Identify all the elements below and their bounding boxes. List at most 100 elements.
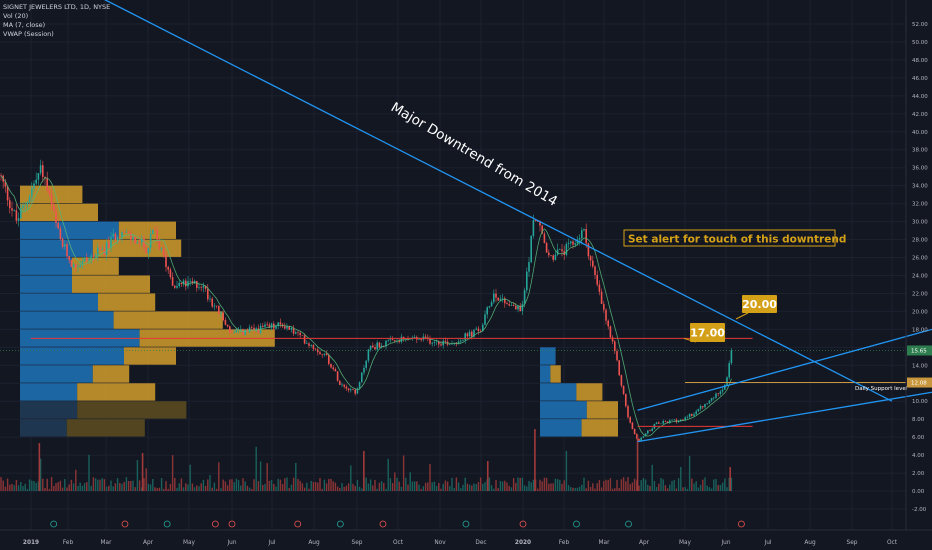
candle-body bbox=[424, 336, 427, 338]
candle-body bbox=[174, 285, 176, 288]
volume-bar bbox=[196, 485, 198, 492]
volume-bar bbox=[693, 483, 695, 492]
volume-bar bbox=[726, 487, 728, 492]
candle-body bbox=[196, 280, 198, 288]
volume-bar bbox=[90, 485, 92, 492]
candle-body bbox=[121, 231, 123, 238]
volume-bar bbox=[86, 482, 88, 492]
current-price-text: 15.65 bbox=[911, 348, 927, 354]
volume-profile-bar-up bbox=[540, 347, 556, 365]
candle-body bbox=[220, 312, 222, 314]
price-tick-label: 26.00 bbox=[912, 256, 928, 262]
candle-body bbox=[521, 303, 524, 312]
candle-body bbox=[108, 242, 110, 248]
candle-body bbox=[39, 165, 42, 174]
event-marker-icon bbox=[163, 520, 171, 528]
candle-body bbox=[24, 204, 26, 206]
candle-body bbox=[314, 348, 317, 350]
volume-bar bbox=[633, 478, 636, 492]
volume-bar bbox=[567, 485, 570, 492]
event-marker-icon bbox=[738, 520, 745, 528]
volume-profile-bar-up bbox=[20, 239, 93, 257]
volume-bar bbox=[284, 478, 286, 492]
target-20-label-text: 20.00 bbox=[742, 298, 777, 311]
candle-body bbox=[15, 210, 18, 221]
price-tick-label: 34.00 bbox=[912, 184, 928, 190]
volume-bar bbox=[446, 481, 449, 492]
volume-profile-bar-up bbox=[540, 401, 587, 419]
volume-bar bbox=[600, 487, 603, 492]
volume-bar bbox=[728, 477, 730, 492]
target-20-label-pointer bbox=[735, 312, 749, 320]
volume-bar bbox=[35, 482, 37, 492]
volume-bar bbox=[295, 462, 297, 492]
candle-body bbox=[55, 211, 57, 223]
volume-bar bbox=[68, 484, 70, 492]
volume-bar bbox=[653, 481, 656, 492]
volume-bar bbox=[46, 478, 48, 492]
candle-body bbox=[638, 438, 640, 442]
candle-body bbox=[607, 320, 609, 327]
candle-body bbox=[233, 332, 235, 333]
candle-body bbox=[669, 420, 671, 424]
candle-body bbox=[440, 344, 442, 346]
volume-bar bbox=[394, 472, 396, 492]
candle-body bbox=[26, 202, 29, 205]
candle-body bbox=[64, 243, 66, 247]
volume-bar bbox=[565, 450, 568, 492]
candle-body bbox=[213, 305, 216, 307]
volume-bar bbox=[605, 479, 607, 492]
candle-body bbox=[662, 420, 664, 424]
volume-bar bbox=[583, 477, 585, 492]
candle-body bbox=[328, 355, 330, 364]
candle-body bbox=[552, 255, 554, 260]
candle-body bbox=[154, 229, 156, 231]
volume-bar bbox=[715, 479, 717, 492]
volume-bar bbox=[292, 477, 295, 492]
volume-bar bbox=[4, 486, 7, 492]
current-price-box bbox=[907, 345, 932, 356]
candle-body bbox=[299, 332, 301, 336]
candle-body bbox=[435, 341, 438, 343]
volume-profile-bar-down bbox=[124, 347, 176, 365]
volume-bar bbox=[253, 479, 255, 492]
volume-bar bbox=[468, 484, 471, 492]
candle-body bbox=[145, 247, 147, 254]
target-17-label: 17.00 bbox=[683, 323, 725, 343]
volume-bar bbox=[264, 483, 266, 492]
volume-bar bbox=[504, 480, 506, 492]
candle-body bbox=[68, 256, 70, 261]
volume-bar bbox=[336, 486, 339, 492]
volume-bar bbox=[325, 483, 328, 492]
volume-bar bbox=[519, 477, 521, 492]
volume-bar bbox=[585, 488, 587, 492]
indicator-vwap[interactable]: VWAP (Session) bbox=[3, 30, 54, 38]
candle-body bbox=[563, 251, 565, 255]
volume-bar bbox=[347, 483, 350, 492]
indicator-volume[interactable]: Vol (20) bbox=[3, 12, 29, 20]
time-tick-label: Jun bbox=[226, 540, 236, 546]
symbol-title[interactable]: SIGNET JEWELERS LTD, 1D, NYSE bbox=[3, 3, 111, 11]
volume-bar bbox=[402, 455, 405, 492]
candle-body bbox=[677, 421, 680, 423]
candle-body bbox=[127, 231, 130, 234]
time-tick-label: Mar bbox=[599, 540, 611, 546]
candle-body bbox=[339, 380, 341, 385]
price-tick-label: 14.00 bbox=[912, 363, 928, 369]
indicator-moving-average[interactable]: MA (7, close) bbox=[3, 21, 46, 29]
volume-bar bbox=[339, 488, 341, 492]
volume-bar bbox=[422, 486, 425, 492]
candle-body bbox=[545, 243, 548, 253]
price-tick-label: 50.00 bbox=[912, 40, 928, 46]
volume-bar bbox=[706, 485, 708, 492]
candle-body bbox=[622, 385, 625, 394]
volume-bar bbox=[189, 464, 191, 492]
price-tick-label: 2.00 bbox=[912, 471, 925, 477]
candle-body bbox=[372, 345, 374, 348]
candle-body bbox=[9, 200, 11, 209]
candle-body bbox=[119, 237, 121, 238]
candle-body bbox=[488, 306, 491, 308]
volume-bar-spike bbox=[363, 451, 365, 492]
